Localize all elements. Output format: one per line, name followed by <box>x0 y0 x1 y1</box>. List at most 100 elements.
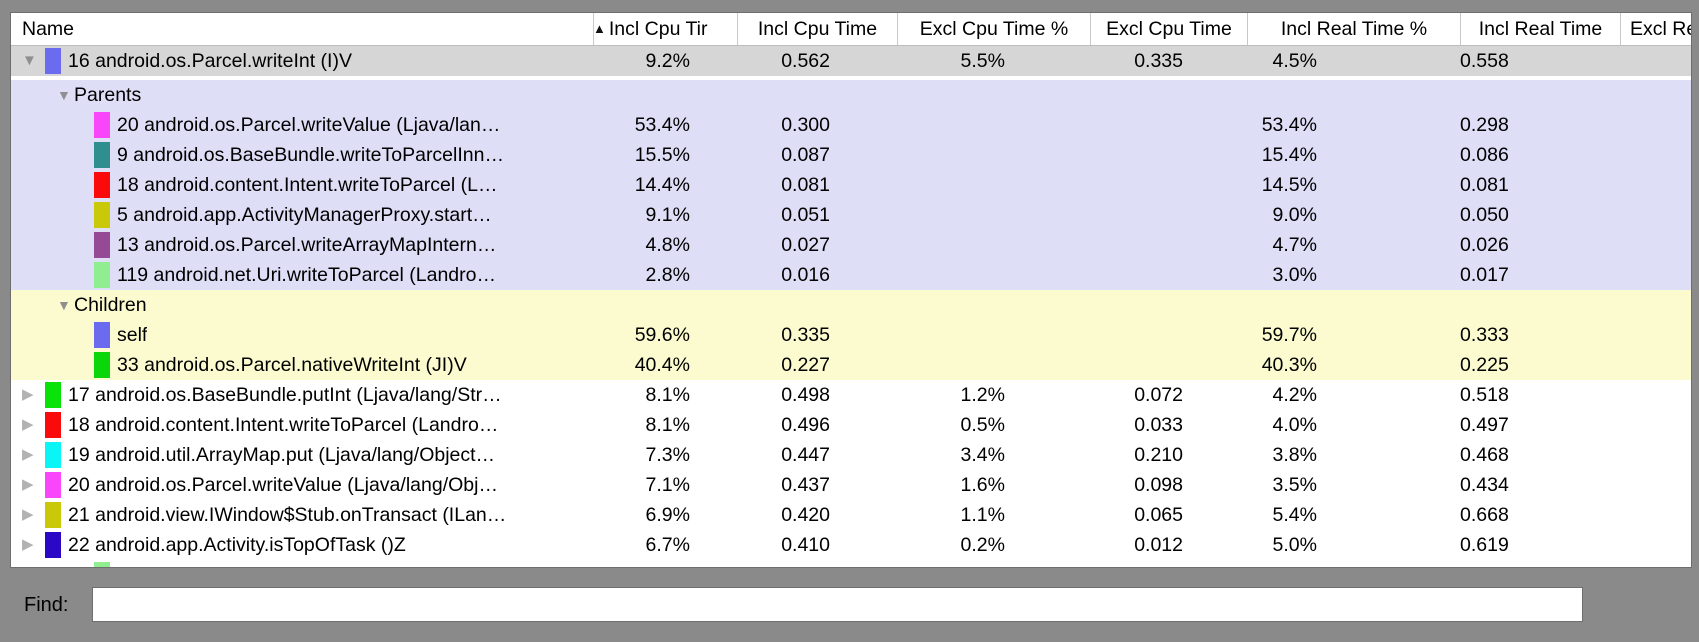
value-cell: 7.1% <box>645 474 690 496</box>
value-cell <box>897 200 1090 230</box>
table-row[interactable]: ▶ 19 android.util.ArrayMap.put (Ljava/lan… <box>11 440 1691 470</box>
value-cell <box>1620 80 1691 110</box>
value-cell: 9.1% <box>645 204 690 226</box>
table-row[interactable]: ▶ 22 android.app.Activity.isTopOfTask ()Z… <box>11 530 1691 560</box>
value-cell: 0.335 <box>1134 50 1183 72</box>
name-cell: 13 android.os.Parcel.writeArrayMapIntern… <box>11 230 593 260</box>
table-row[interactable]: self 59.6% 0.335 59.7% 0.333 <box>11 320 1691 350</box>
table-row[interactable]: 20 android.os.Parcel.writeValue (Ljava/l… <box>11 110 1691 140</box>
value-cell: 6.7% <box>645 534 690 556</box>
table-row[interactable]: 9 android.os.BaseBundle.writeToParcelInn… <box>11 140 1691 170</box>
value-cell: 0.016 <box>781 264 830 286</box>
table-row[interactable]: 119 android.net.Uri.writeToParcel (Landr… <box>11 260 1691 290</box>
value-cell <box>1090 230 1247 260</box>
value-cell: 1.2% <box>960 384 1005 406</box>
table-row[interactable]: ▶ 18 android.content.Intent.writeToParcel… <box>11 410 1691 440</box>
method-name: 5 android.app.ActivityManagerProxy.start… <box>117 204 492 226</box>
table-header-row: Name ▲ Incl Cpu Tir Incl Cpu Time Excl Cpu T… <box>11 13 1691 46</box>
value-cell: 14.4% <box>634 174 690 196</box>
value-cell: 0.420 <box>781 504 830 526</box>
column-header-name[interactable]: Name <box>11 13 593 45</box>
disclosure-expanded-icon[interactable]: ▼ <box>57 87 71 103</box>
disclosure-collapsed-icon[interactable]: ▶ <box>22 386 34 403</box>
value-cell <box>737 80 897 110</box>
value-cell <box>1247 80 1460 110</box>
method-name: 19 android.util.ArrayMap.put (Ljava/lang… <box>68 444 496 466</box>
column-header-label: Excl Cpu Time <box>1106 18 1232 40</box>
value-cell <box>1090 290 1247 320</box>
column-header-excl-cpu-time[interactable]: Excl Cpu Time <box>1090 13 1247 45</box>
value-cell <box>1090 350 1247 380</box>
value-cell <box>1247 560 1460 567</box>
column-header-excl-cpu-time[interactable]: Excl Cpu Time % <box>897 13 1090 45</box>
value-cell: 0.558 <box>1460 50 1509 72</box>
disclosure-collapsed-icon[interactable]: ▶ <box>22 446 34 463</box>
table-row[interactable] <box>11 560 1691 567</box>
method-color-swatch <box>45 412 61 438</box>
method-name: 16 android.os.Parcel.writeInt (I)V <box>68 50 352 72</box>
value-cell <box>897 560 1090 567</box>
method-name: 9 android.os.BaseBundle.writeToParcelInn… <box>117 144 504 166</box>
method-color-swatch <box>45 502 61 528</box>
table-row[interactable]: ▼ 16 android.os.Parcel.writeInt (I)V 9.2% 0… <box>11 46 1691 76</box>
value-cell: 0.498 <box>781 384 830 406</box>
disclosure-collapsed-icon[interactable]: ▶ <box>22 506 34 523</box>
value-cell <box>897 80 1090 110</box>
name-cell: ▼ 16 android.os.Parcel.writeInt (I)V <box>11 46 593 76</box>
section-row-children[interactable]: ▼ Children <box>11 290 1691 320</box>
value-cell: 0.447 <box>781 444 830 466</box>
name-cell: ▶ 20 android.os.Parcel.writeValue (Ljava/… <box>11 470 593 500</box>
value-cell <box>1620 110 1691 140</box>
value-cell: 0.300 <box>781 114 830 136</box>
name-cell: 18 android.content.Intent.writeToParcel … <box>11 170 593 200</box>
column-header-label: Excl Cpu Time % <box>919 18 1069 40</box>
disclosure-expanded-icon[interactable]: ▼ <box>57 297 71 313</box>
value-cell <box>1090 80 1247 110</box>
value-cell: 4.0% <box>1272 414 1317 436</box>
value-cell: 15.5% <box>634 144 690 166</box>
method-color-swatch <box>45 532 61 558</box>
table-row[interactable]: ▶ 21 android.view.IWindow$Stub.onTransact… <box>11 500 1691 530</box>
name-cell: ▼ Children <box>11 290 593 320</box>
value-cell: 0.017 <box>1460 264 1509 286</box>
value-cell <box>1090 260 1247 290</box>
value-cell <box>897 350 1090 380</box>
value-cell <box>1460 560 1643 567</box>
value-cell: 3.5% <box>1272 474 1317 496</box>
value-cell <box>1620 380 1691 410</box>
value-cell: 0.098 <box>1134 474 1183 496</box>
table-row[interactable]: ▶ 20 android.os.Parcel.writeValue (Ljava/… <box>11 470 1691 500</box>
value-cell: 0.518 <box>1460 384 1509 406</box>
column-header-incl-real-time[interactable]: Incl Real Time <box>1460 13 1620 45</box>
value-cell <box>1090 170 1247 200</box>
value-cell <box>897 320 1090 350</box>
disclosure-expanded-icon[interactable]: ▼ <box>22 52 37 69</box>
table-row[interactable]: ▶ 17 android.os.BaseBundle.putInt (Ljava/… <box>11 380 1691 410</box>
method-color-swatch <box>94 112 110 138</box>
column-header-excl-real[interactable]: Excl Real <box>1620 13 1691 45</box>
value-cell: 0.434 <box>1460 474 1509 496</box>
value-cell: 53.4% <box>1261 114 1317 136</box>
table-row[interactable]: 5 android.app.ActivityManagerProxy.start… <box>11 200 1691 230</box>
value-cell: 0.468 <box>1460 444 1509 466</box>
value-cell: 5.0% <box>1272 534 1317 556</box>
value-cell: 0.065 <box>1134 504 1183 526</box>
value-cell <box>897 260 1090 290</box>
disclosure-collapsed-icon[interactable]: ▶ <box>22 476 34 493</box>
table-row[interactable]: 13 android.os.Parcel.writeArrayMapIntern… <box>11 230 1691 260</box>
value-cell: 3.0% <box>1272 264 1317 286</box>
disclosure-collapsed-icon[interactable]: ▶ <box>22 536 34 553</box>
table-row[interactable]: 33 android.os.Parcel.nativeWriteInt (JI)… <box>11 350 1691 380</box>
column-header-incl-cpu-time[interactable]: Incl Cpu Time <box>737 13 897 45</box>
find-input[interactable] <box>92 587 1583 622</box>
value-cell: 0.333 <box>1460 324 1509 346</box>
column-header-incl-cpu-tir[interactable]: ▲ Incl Cpu Tir <box>593 13 737 45</box>
value-cell: 8.1% <box>645 414 690 436</box>
column-header-incl-real-time[interactable]: Incl Real Time % <box>1247 13 1460 45</box>
column-header-label: Incl Real Time % <box>1280 18 1428 40</box>
value-cell: 0.668 <box>1460 504 1509 526</box>
disclosure-collapsed-icon[interactable]: ▶ <box>22 416 34 433</box>
method-name: self <box>117 324 148 346</box>
table-row[interactable]: 18 android.content.Intent.writeToParcel … <box>11 170 1691 200</box>
section-row-parents[interactable]: ▼ Parents <box>11 80 1691 110</box>
